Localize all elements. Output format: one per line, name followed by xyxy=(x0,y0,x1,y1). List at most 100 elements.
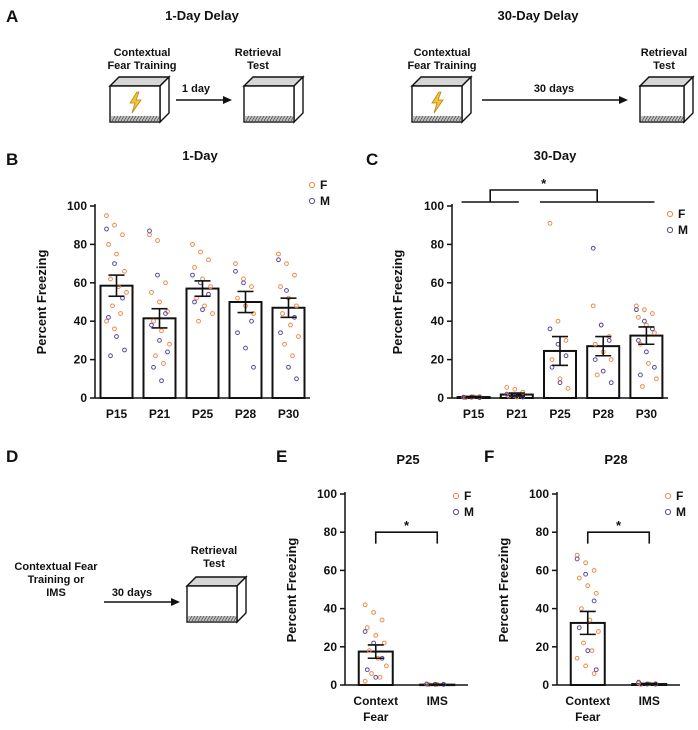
chart-b-bar-0 xyxy=(99,284,134,399)
chart-c-point-f-3-5 xyxy=(608,357,614,363)
chart-b-point-f-1-0 xyxy=(147,232,152,238)
chart-b-category-4: P30 xyxy=(278,407,300,421)
chart-f-category-0: Context Fear xyxy=(565,694,610,724)
chart-b-point-f-3-2 xyxy=(249,284,254,290)
chart-c-point-f-3-6 xyxy=(594,372,600,378)
chart-f-title: P28 xyxy=(604,452,627,467)
chart-c: 30-Day Percent Freezing 0 20 40 60 80 100 P15 P21… xyxy=(390,148,688,421)
chart-e-errorbar-1 xyxy=(429,683,446,686)
chart-c-point-m-0-0 xyxy=(461,394,467,400)
panel-a-right-to-label: Retrieval Test xyxy=(641,47,687,72)
chart-b-point-f-0-10 xyxy=(118,311,123,316)
chart-b-point-m-3-4 xyxy=(243,345,248,351)
chart-c-point-m-2-4 xyxy=(557,380,563,386)
chart-c-ytick-4: 80 xyxy=(431,237,445,251)
chart-c-legend-f-marker xyxy=(666,210,674,218)
chart-b-ytick-3: 60 xyxy=(74,276,88,290)
chart-b-point-f-0-6 xyxy=(108,276,113,282)
chamber-a-right-training xyxy=(410,75,473,124)
chart-e-ytick-1: 20 xyxy=(324,640,338,654)
chart-b-point-m-0-1 xyxy=(112,261,117,267)
chamber-a-right-retrieval xyxy=(638,75,695,124)
chart-c-point-f-4-9 xyxy=(640,384,645,389)
chart-b-point-m-4-4 xyxy=(286,364,291,370)
chart-c-point-m-4-5 xyxy=(652,364,657,370)
chart-e-point-m-1-0 xyxy=(424,681,430,687)
chart-e-significance-star: * xyxy=(404,518,410,533)
chart-c-category-3: P28 xyxy=(593,407,615,421)
chart-b-bar-4 xyxy=(271,306,306,400)
lightning-icon xyxy=(129,91,142,114)
chart-b-point-f-4-2 xyxy=(292,272,297,278)
chart-b-point-m-0-0 xyxy=(104,226,109,232)
chart-c-ytick-0: 0 xyxy=(437,391,444,405)
chart-f-point-f-0-3 xyxy=(576,575,582,581)
lightning-icon xyxy=(431,91,444,114)
chart-b-point-m-3-3 xyxy=(235,330,240,336)
chart-f-legend-f-marker xyxy=(664,492,672,500)
chart-e-point-f-0-0 xyxy=(362,602,368,608)
chart-b-point-f-4-8 xyxy=(296,334,301,339)
chart-b-ytick-0: 0 xyxy=(80,391,87,405)
chart-c-point-m-2-2 xyxy=(563,353,569,359)
chart-b: 1-Day Percent Freezing 0 20 40 60 80 100 P15 P21 P… xyxy=(34,148,330,421)
chart-f-point-f-0-0 xyxy=(574,552,580,558)
chart-c-legend: FM xyxy=(666,207,688,237)
chart-e-point-m-0-3 xyxy=(364,667,370,673)
chart-c-category-0: P15 xyxy=(463,407,485,421)
panel-letter-d: D xyxy=(6,447,18,466)
chart-b-point-m-3-2 xyxy=(249,318,254,324)
chart-f-point-f-0-9 xyxy=(581,640,586,646)
chart-f-legend-m: M xyxy=(676,505,686,519)
chart-c-point-m-3-2 xyxy=(606,338,612,343)
chart-f-point-m-1-0 xyxy=(636,679,642,685)
chart-c-point-f-4-0 xyxy=(634,303,639,309)
chart-c-point-f-1-0 xyxy=(504,385,510,390)
chart-b-ytick-2: 40 xyxy=(74,314,88,328)
panel-a-left-title: 1-Day Delay xyxy=(165,8,239,23)
chart-f-point-f-0-5 xyxy=(593,590,599,596)
chart-b-legend-f: F xyxy=(320,178,327,192)
chart-b-point-m-0-6 xyxy=(108,353,113,359)
chart-c-bar-4 xyxy=(629,334,664,400)
chart-b-point-f-1-4 xyxy=(157,299,162,305)
chart-c-point-m-4-3 xyxy=(636,338,641,343)
chart-c-point-f-2-3 xyxy=(549,357,555,363)
chart-b-legend-f-marker xyxy=(308,181,316,189)
chart-f-ytick-1: 20 xyxy=(536,640,550,654)
chart-b-legend-m-marker xyxy=(308,197,316,205)
panel-d-arrow-label: 30 days xyxy=(112,587,152,599)
panel-a-left-arrow-label: 1 day xyxy=(182,83,211,95)
chart-b-point-f-4-6 xyxy=(280,311,285,316)
chart-b-point-m-3-5 xyxy=(251,364,256,370)
chart-c-point-f-2-0 xyxy=(547,220,553,226)
chart-b-point-f-0-12 xyxy=(112,326,117,332)
chart-e-point-f-0-9 xyxy=(369,671,374,676)
chart-c-point-f-2-2 xyxy=(563,338,569,343)
chart-e-point-f-0-4 xyxy=(373,632,379,638)
chart-c-point-f-4-8 xyxy=(654,376,659,382)
chart-c-point-m-4-6 xyxy=(638,372,643,378)
chart-b-ytick-4: 80 xyxy=(74,237,88,251)
chamber-a-left-training xyxy=(108,75,171,124)
chart-f-legend-f: F xyxy=(676,489,683,503)
chart-c-category-2: P25 xyxy=(549,407,571,421)
chart-e-point-f-0-11 xyxy=(362,678,368,684)
panel-letter-a: A xyxy=(6,7,18,26)
chart-b-point-m-0-4 xyxy=(114,334,119,339)
chart-b-point-f-2-7 xyxy=(202,303,207,309)
chart-c-point-f-4-1 xyxy=(642,307,647,313)
chart-c-significance-star: * xyxy=(541,176,547,191)
chamber-a-left-retrieval xyxy=(242,75,305,124)
chart-c-ytick-3: 60 xyxy=(431,276,445,290)
chart-b-point-f-2-2 xyxy=(206,257,211,263)
chart-b-point-f-0-11 xyxy=(104,318,109,324)
chart-b-point-m-4-5 xyxy=(294,376,299,382)
chart-b-point-m-3-1 xyxy=(241,280,246,286)
chart-b-category-2: P25 xyxy=(192,407,214,421)
panel-a-left-from-label: Contextual Fear Training xyxy=(107,47,176,72)
chart-b-ytick-5: 100 xyxy=(67,199,87,213)
chart-b-title: 1-Day xyxy=(182,148,218,163)
chart-c-significance: * xyxy=(461,176,655,203)
chart-b-point-m-1-2 xyxy=(163,311,168,316)
